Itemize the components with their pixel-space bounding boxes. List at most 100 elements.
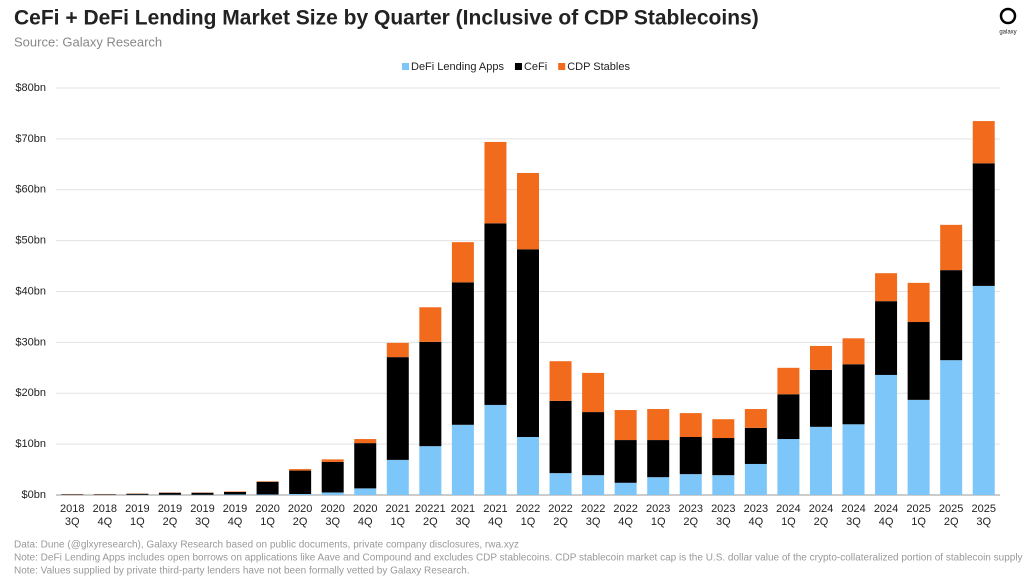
x-tick-label: 2020	[320, 503, 344, 515]
x-tick-label: 1Q	[651, 516, 666, 528]
bar-segment	[484, 223, 507, 405]
bar-segment	[842, 424, 865, 495]
bar-segment	[582, 412, 605, 476]
x-tick-label: 2024	[776, 503, 800, 515]
x-tick-label: 2Q	[553, 516, 568, 528]
bar-segment	[614, 440, 637, 483]
bar-segment	[256, 481, 279, 482]
bar-segment	[777, 394, 800, 440]
x-tick-label: 4Q	[358, 516, 373, 528]
bar-segment	[940, 360, 963, 495]
bar-segment	[744, 463, 767, 495]
x-tick-label: 2023	[679, 503, 703, 515]
x-tick-label: 3Q	[846, 516, 861, 528]
x-tick-label: 2019	[223, 503, 247, 515]
x-tick-label: 2022	[548, 503, 572, 515]
bar-segment	[419, 341, 442, 447]
bar-segment	[224, 491, 247, 495]
x-tick-label: 4Q	[749, 516, 764, 528]
x-tick-label: 1Q	[390, 516, 405, 528]
bar-segment	[972, 163, 995, 286]
bar-segment	[809, 345, 832, 370]
x-tick-label: 2021	[483, 503, 507, 515]
bar-segment	[93, 494, 116, 495]
x-tick-label: 2022	[581, 503, 605, 515]
x-tick-label: 2025	[971, 503, 995, 515]
bar-segment	[907, 282, 930, 323]
x-tick-label: 2Q	[423, 516, 438, 528]
bar-segment	[907, 322, 930, 400]
x-tick-label: 1Q	[521, 516, 536, 528]
x-tick-label: 2019	[158, 503, 182, 515]
bar-segment	[191, 492, 214, 495]
legend-label: CDP Stables	[567, 61, 630, 73]
bar-segment	[321, 459, 344, 462]
bar-segment	[582, 475, 605, 495]
bar-segment	[126, 493, 149, 495]
x-tick-label: 3Q	[65, 516, 80, 528]
bar-segment	[777, 367, 800, 395]
bar-segment	[647, 440, 670, 478]
bar-segment	[451, 282, 474, 425]
x-tick-label: 2024	[874, 503, 898, 515]
bar-segment	[679, 413, 702, 438]
bar-segment	[517, 172, 539, 250]
bar-segment	[224, 494, 247, 495]
x-tick-label: 2Q	[293, 516, 308, 528]
footnote: Data: Dune (@glxyresearch), Galaxy Resea…	[14, 540, 519, 551]
x-tick-label: 3Q	[195, 516, 210, 528]
bar-segment	[321, 492, 344, 495]
bar-segment	[907, 399, 930, 495]
x-tick-label: 2Q	[683, 516, 698, 528]
bar-segment	[647, 477, 670, 495]
bar-segment	[158, 492, 181, 495]
x-tick-label: 4Q	[879, 516, 894, 528]
bar-segment	[809, 426, 832, 495]
logo-text: galaxy	[999, 30, 1016, 36]
x-tick-label: 2022	[613, 503, 637, 515]
bar-segment	[484, 404, 507, 495]
y-tick-label: $10bn	[15, 438, 46, 450]
x-tick-label: 4Q	[618, 516, 633, 528]
y-tick-label: $40bn	[15, 285, 46, 297]
x-tick-label: 2Q	[944, 516, 959, 528]
x-tick-label: 2023	[744, 503, 768, 515]
bar-segment	[289, 469, 312, 471]
bar-segment	[940, 270, 963, 361]
x-tick-label: 2018	[93, 503, 117, 515]
bar-segment	[451, 424, 474, 495]
bar-segment	[484, 141, 507, 224]
x-tick-label: 2020	[288, 503, 312, 515]
x-tick-label: 2022	[516, 503, 540, 515]
bar-segment	[549, 473, 572, 495]
bar-segment	[744, 427, 767, 464]
x-tick-label: 2023	[711, 503, 735, 515]
bar-segment	[451, 242, 474, 283]
bar-segment	[647, 409, 670, 441]
x-tick-label: 2Q	[814, 516, 829, 528]
chart-title: CeFi + DeFi Lending Market Size by Quart…	[14, 7, 759, 30]
logo: galaxy	[999, 7, 1017, 36]
x-tick-label: 2023	[646, 503, 670, 515]
x-tick-label: 2021	[451, 503, 475, 515]
bar-segment	[256, 494, 279, 495]
bar-segment	[549, 400, 572, 474]
x-tick-label: 2021	[386, 503, 410, 515]
bar-segment	[712, 475, 735, 495]
legend-label: CeFi	[524, 61, 547, 73]
bar-segment	[517, 437, 539, 495]
bar-segment	[582, 372, 605, 413]
bar-segment	[875, 374, 898, 495]
x-tick-label: 2019	[190, 503, 214, 515]
x-tick-label: 4Q	[488, 516, 503, 528]
x-tick-label: 1Q	[260, 516, 275, 528]
x-tick-label: 1Q	[781, 516, 796, 528]
bar-segment	[321, 461, 344, 493]
bar-segment	[386, 357, 409, 460]
y-tick-label: $60bn	[15, 184, 46, 196]
bar-segment	[224, 491, 247, 492]
x-tick-label: 2024	[809, 503, 833, 515]
bar-segment	[875, 301, 898, 375]
bar-segment	[614, 410, 637, 441]
bar-segment	[614, 482, 637, 495]
